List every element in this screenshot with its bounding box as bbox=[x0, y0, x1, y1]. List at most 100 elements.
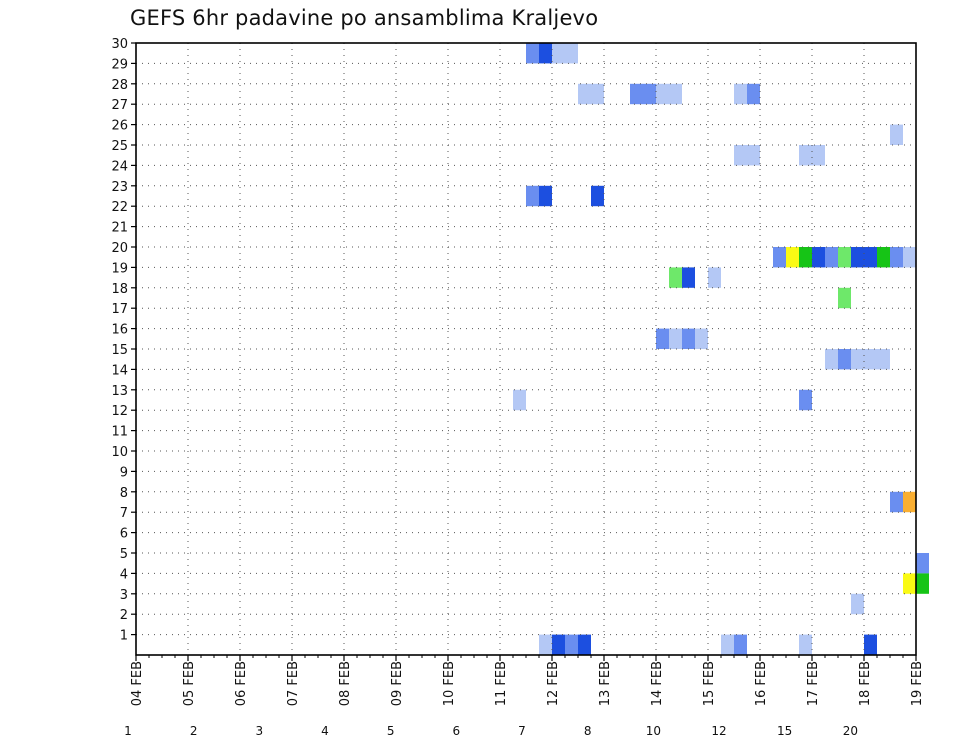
heatmap-cell bbox=[773, 247, 786, 268]
heatmap-cell bbox=[786, 247, 799, 268]
heatmap-cell bbox=[825, 349, 838, 370]
heatmap-cell bbox=[812, 145, 825, 166]
x-tick-label: 16 FEB bbox=[754, 661, 769, 706]
x-tick-label: 12 FEB bbox=[546, 661, 561, 706]
heatmap-cell bbox=[799, 634, 812, 655]
colorbar-label: 3 bbox=[256, 724, 264, 738]
heatmap-cell bbox=[890, 124, 903, 145]
heatmap-cell bbox=[838, 287, 851, 309]
heatmap-cell bbox=[864, 634, 877, 655]
heatmap-cell bbox=[799, 145, 812, 166]
colorbar-label: 2 bbox=[190, 724, 198, 738]
chart-title: GEFS 6hr padavine po ansamblima Kraljevo bbox=[130, 6, 599, 30]
heatmap-cell bbox=[591, 83, 604, 105]
heatmap-cell bbox=[864, 349, 877, 370]
heatmap-cell bbox=[630, 83, 643, 105]
y-tick-label: 4 bbox=[120, 567, 128, 582]
heatmap-cell bbox=[877, 247, 890, 268]
heatmap-cell bbox=[513, 389, 526, 411]
colorbar-label: 5 bbox=[387, 724, 395, 738]
heatmap-cells bbox=[513, 43, 929, 655]
y-tick-label: 29 bbox=[111, 57, 128, 72]
y-tick-label: 30 bbox=[111, 37, 128, 52]
heatmap-cell bbox=[708, 267, 721, 288]
colorbar-label: 10 bbox=[646, 724, 661, 738]
colorbar-legend: 1 2 3 4 5 6 7 8 10 12 15 20 bbox=[124, 724, 858, 738]
x-tick-label: 18 FEB bbox=[858, 661, 873, 706]
y-tick-label: 2 bbox=[120, 608, 128, 623]
heatmap-cell bbox=[669, 267, 682, 288]
heatmap-cell bbox=[851, 349, 864, 370]
heatmap-cell bbox=[734, 83, 747, 105]
heatmap-cell bbox=[916, 553, 929, 574]
colorbar-label: 8 bbox=[584, 724, 592, 738]
grid-lines bbox=[136, 43, 916, 655]
heatmap-cell bbox=[656, 83, 669, 105]
y-tick-label: 17 bbox=[111, 302, 128, 317]
heatmap-cell bbox=[669, 328, 682, 349]
heatmap-cell bbox=[747, 83, 760, 105]
heatmap-cell bbox=[539, 185, 552, 207]
colorbar-label: 6 bbox=[453, 724, 461, 738]
heatmap-cell bbox=[851, 593, 864, 615]
y-tick-label: 9 bbox=[120, 465, 128, 480]
heatmap-cell bbox=[669, 83, 682, 105]
y-tick-label: 20 bbox=[111, 241, 128, 256]
heatmap-cell bbox=[851, 247, 864, 268]
heatmap-cell bbox=[799, 247, 812, 268]
colorbar-label: 20 bbox=[843, 724, 858, 738]
y-tick-label: 18 bbox=[111, 282, 128, 297]
heatmap-cell bbox=[890, 491, 903, 513]
y-tick-label: 13 bbox=[111, 384, 128, 399]
x-tick-label: 14 FEB bbox=[650, 661, 665, 706]
x-tick-label: 10 FEB bbox=[442, 661, 457, 706]
x-tick-label: 05 FEB bbox=[182, 661, 197, 706]
heatmap-cell bbox=[734, 634, 747, 655]
heatmap-cell bbox=[838, 247, 851, 268]
y-tick-label: 19 bbox=[111, 261, 128, 276]
x-tick-label: 19 FEB bbox=[910, 661, 925, 706]
heatmap-cell bbox=[890, 247, 903, 268]
heatmap-cell bbox=[877, 349, 890, 370]
y-tick-label: 15 bbox=[111, 343, 128, 358]
x-tick-label: 09 FEB bbox=[390, 661, 405, 706]
heatmap-cell bbox=[578, 83, 591, 105]
heatmap-cell bbox=[838, 349, 851, 370]
colorbar-label: 12 bbox=[711, 724, 726, 738]
colorbar-label: 4 bbox=[321, 724, 329, 738]
heatmap-cell bbox=[734, 145, 747, 166]
axes: 1234567891011121314151617181920212223242… bbox=[111, 37, 925, 706]
colorbar-label: 1 bbox=[124, 724, 132, 738]
y-tick-label: 12 bbox=[111, 404, 128, 419]
y-tick-label: 1 bbox=[120, 629, 128, 644]
heatmap-cell bbox=[565, 43, 578, 64]
heatmap-cell bbox=[812, 247, 825, 268]
heatmap-cell bbox=[747, 145, 760, 166]
x-tick-label: 11 FEB bbox=[494, 661, 509, 706]
heatmap-cell bbox=[526, 185, 539, 207]
y-tick-label: 24 bbox=[111, 159, 128, 174]
heatmap-cell bbox=[552, 43, 565, 64]
heatmap-cell bbox=[682, 267, 695, 288]
x-tick-label: 08 FEB bbox=[338, 661, 353, 706]
heatmap-cell bbox=[526, 43, 539, 64]
x-tick-label: 17 FEB bbox=[806, 661, 821, 706]
colorbar-label: 7 bbox=[518, 724, 526, 738]
y-tick-label: 14 bbox=[111, 363, 128, 378]
heatmap-cell bbox=[864, 247, 877, 268]
y-tick-label: 5 bbox=[120, 547, 128, 562]
heatmap-cell bbox=[903, 573, 916, 594]
y-tick-label: 26 bbox=[111, 119, 128, 134]
x-tick-label: 15 FEB bbox=[702, 661, 717, 706]
x-tick-label: 13 FEB bbox=[598, 661, 613, 706]
y-tick-label: 22 bbox=[111, 200, 128, 215]
heatmap-cell bbox=[656, 328, 669, 349]
heatmap-cell bbox=[591, 185, 604, 207]
y-tick-label: 28 bbox=[111, 78, 128, 93]
x-tick-label: 07 FEB bbox=[286, 661, 301, 706]
y-tick-label: 3 bbox=[120, 588, 128, 603]
y-tick-label: 16 bbox=[111, 323, 128, 338]
y-tick-label: 6 bbox=[120, 527, 128, 542]
y-tick-label: 25 bbox=[111, 139, 128, 154]
